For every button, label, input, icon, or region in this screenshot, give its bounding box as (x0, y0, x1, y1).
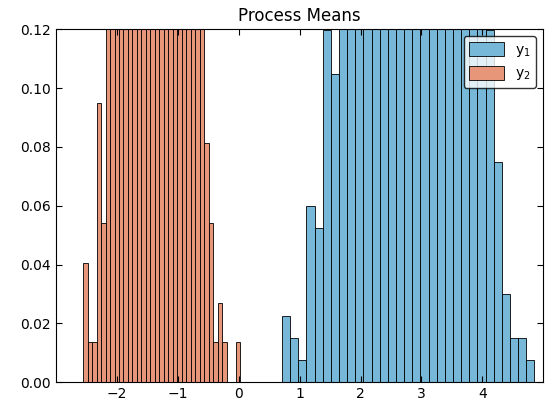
Bar (218, 302, 222, 382)
Bar (151, 0, 155, 382)
Bar (119, 0, 124, 382)
Bar (133, 0, 137, 382)
Bar (372, 0, 380, 382)
Bar (404, 0, 412, 382)
Bar (543, 360, 551, 382)
Bar (96, 103, 101, 382)
Bar (331, 74, 339, 382)
Title: Process Means: Process Means (239, 7, 361, 25)
Bar (290, 338, 298, 382)
Bar (178, 0, 182, 382)
Bar (128, 0, 133, 382)
Bar (114, 0, 119, 382)
Bar (363, 0, 372, 382)
Legend: y$_1$, y$_2$: y$_1$, y$_2$ (464, 37, 536, 88)
Bar (380, 0, 388, 382)
Bar (306, 206, 315, 382)
Bar (388, 0, 396, 382)
Bar (182, 0, 186, 382)
Bar (478, 0, 486, 382)
Bar (445, 0, 453, 382)
Bar (315, 228, 323, 382)
Bar (204, 143, 209, 382)
Bar (137, 0, 142, 382)
Bar (559, 360, 560, 382)
Bar (323, 30, 331, 382)
Bar (339, 0, 347, 382)
Bar (298, 360, 306, 382)
Bar (518, 338, 526, 382)
Bar (110, 0, 114, 382)
Bar (195, 0, 200, 382)
Bar (105, 24, 110, 382)
Bar (209, 223, 213, 382)
Bar (160, 0, 164, 382)
Bar (186, 0, 191, 382)
Bar (83, 263, 87, 382)
Bar (222, 342, 227, 382)
Bar (155, 0, 160, 382)
Bar (87, 342, 92, 382)
Bar (502, 294, 510, 382)
Bar (412, 0, 421, 382)
Bar (469, 0, 478, 382)
Bar (494, 163, 502, 382)
Bar (437, 0, 445, 382)
Bar (142, 0, 146, 382)
Bar (146, 0, 151, 382)
Bar (200, 0, 204, 382)
Bar (124, 0, 128, 382)
Bar (236, 342, 240, 382)
Bar (169, 0, 173, 382)
Bar (510, 338, 518, 382)
Bar (526, 360, 534, 382)
Bar (92, 342, 96, 382)
Bar (396, 0, 404, 382)
Bar (282, 316, 290, 382)
Bar (453, 0, 461, 382)
Bar (213, 342, 218, 382)
Bar (173, 0, 178, 382)
Bar (461, 0, 469, 382)
Bar (355, 0, 363, 382)
Bar (347, 0, 355, 382)
Bar (428, 0, 437, 382)
Bar (191, 0, 195, 382)
Bar (164, 0, 169, 382)
Bar (101, 223, 105, 382)
Bar (486, 30, 494, 382)
Bar (421, 0, 428, 382)
